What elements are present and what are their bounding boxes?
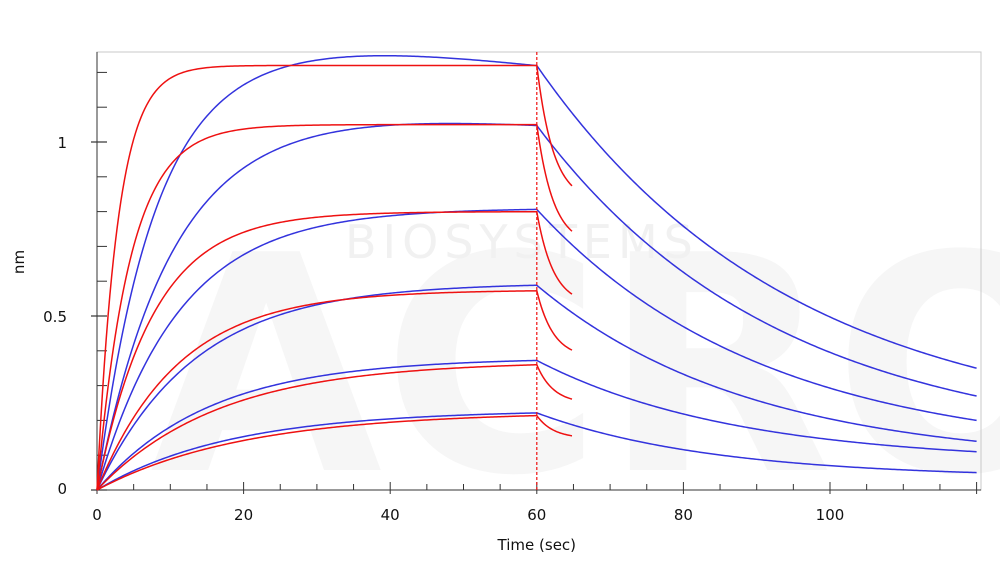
watermark-text: BIOSYSTEMS (345, 215, 699, 269)
x-tick-label: 100 (816, 506, 845, 524)
x-tick-label: 60 (527, 506, 546, 524)
fit-curve-4 (96, 290, 573, 491)
y-axis-ticks: 00.51 (43, 71, 107, 498)
fit-curve-5 (96, 363, 573, 491)
y-axis-title: nm (10, 250, 28, 274)
x-tick-label: 40 (381, 506, 400, 524)
y-tick-label: 0.5 (43, 308, 67, 326)
fit-curve-2 (96, 123, 573, 491)
measured-curve-5 (96, 359, 977, 491)
x-axis-title: Time (sec) (497, 536, 576, 554)
fit-curve-1 (96, 64, 573, 491)
watermark: ACRO BIOSYSTEMS (150, 192, 1000, 541)
fit-curve-6 (96, 414, 573, 491)
x-tick-label: 0 (92, 506, 102, 524)
measured-curve-4 (96, 284, 977, 491)
x-axis-ticks: 0 20 40 60 80 100 (92, 482, 978, 524)
fit-curve-3 (96, 210, 573, 491)
x-tick-label: 80 (674, 506, 693, 524)
y-tick-label: 1 (57, 134, 67, 152)
y-tick-label: 0 (57, 480, 67, 498)
x-tick-label: 20 (234, 506, 253, 524)
watermark-logo: ACRO (150, 192, 1000, 541)
series-layer (96, 54, 977, 491)
